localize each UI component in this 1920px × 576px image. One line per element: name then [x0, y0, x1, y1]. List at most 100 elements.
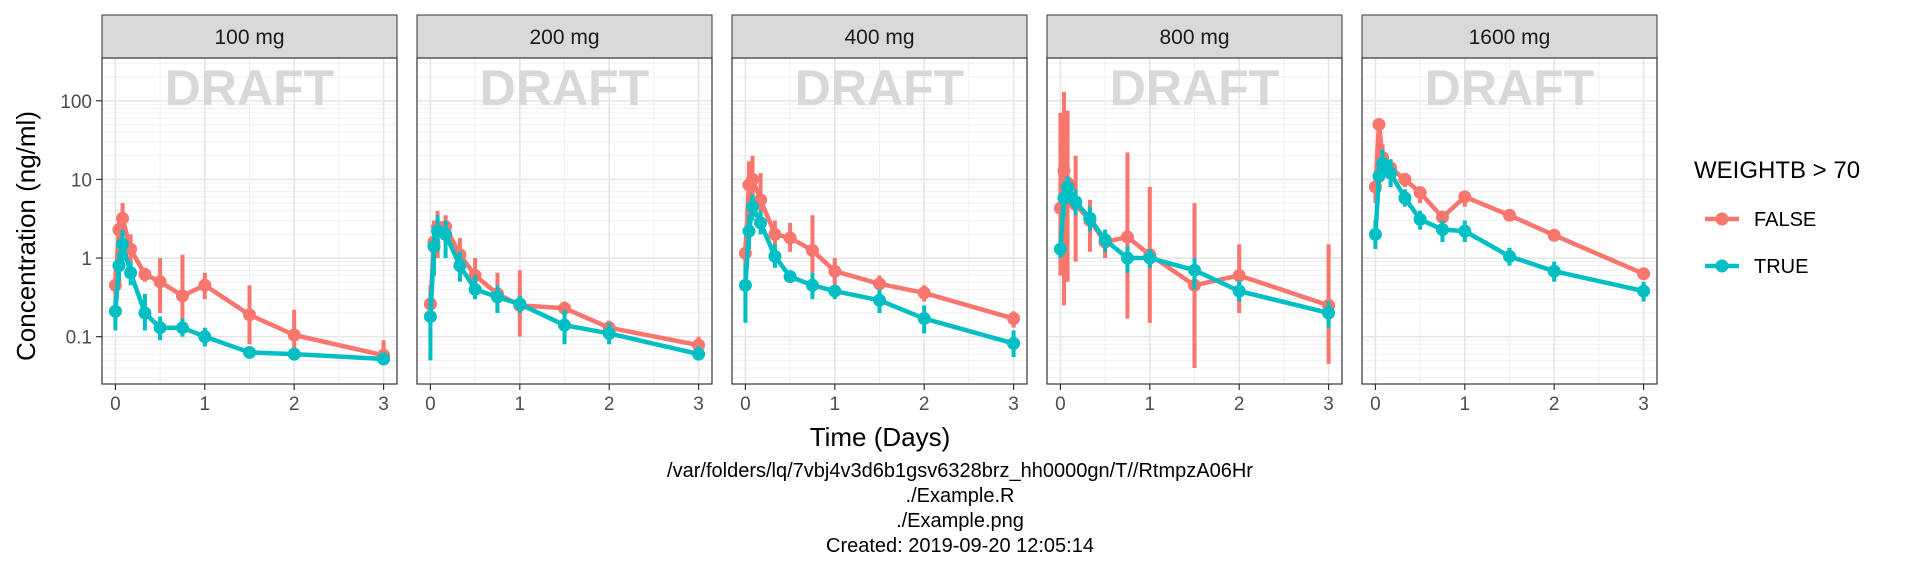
- data-point: [1547, 264, 1561, 278]
- data-point: [917, 286, 931, 300]
- data-point: [1057, 163, 1071, 177]
- data-point: [1413, 186, 1427, 200]
- data-point: [1069, 195, 1083, 209]
- data-point: [1398, 191, 1412, 205]
- data-point: [1007, 312, 1021, 326]
- data-point: [116, 237, 130, 251]
- data-point: [377, 352, 391, 366]
- strip-label: 800 mg: [1159, 26, 1229, 49]
- data-point: [468, 282, 482, 296]
- data-point: [243, 308, 256, 322]
- y-tick-label: 100: [60, 92, 92, 113]
- data-point: [828, 264, 842, 278]
- series-true: [1053, 176, 1336, 328]
- data-point: [287, 347, 301, 361]
- footer-path: /var/folders/lq/7vbj4v3d6b1gsv6328brz_hh…: [667, 460, 1253, 482]
- panel-border: [416, 57, 713, 385]
- x-tick-label: 0: [425, 394, 436, 415]
- data-point: [1053, 242, 1067, 256]
- data-point: [427, 240, 441, 254]
- data-point: [558, 301, 571, 315]
- series-true: [108, 229, 391, 366]
- data-point: [1547, 228, 1561, 242]
- strip-background: [1046, 14, 1343, 59]
- data-point: [198, 330, 212, 344]
- data-point: [175, 321, 189, 335]
- data-point: [602, 326, 616, 340]
- data-point: [138, 306, 152, 320]
- x-tick-label: 1: [515, 394, 526, 415]
- data-point: [692, 338, 706, 352]
- data-point: [1368, 227, 1382, 241]
- data-point: [1637, 284, 1651, 298]
- data-point: [1057, 191, 1071, 205]
- data-point: [1120, 230, 1134, 244]
- data-point: [1503, 249, 1516, 263]
- data-point: [1061, 180, 1075, 194]
- data-point: [805, 243, 819, 257]
- x-tick-label: 0: [110, 394, 121, 415]
- data-point: [1188, 263, 1201, 277]
- series-true_err: [743, 194, 1016, 358]
- data-point: [1120, 251, 1134, 265]
- data-point: [1322, 306, 1336, 320]
- data-point: [783, 231, 797, 245]
- panel-2: 200 mg DRAFT 0 1 2 3: [416, 14, 713, 415]
- x-tick-label: 1: [1145, 394, 1156, 415]
- series-false: [738, 155, 1021, 328]
- data-point: [746, 172, 760, 186]
- series-false: [108, 203, 391, 364]
- x-tick-label: 3: [1008, 394, 1019, 415]
- data-point: [1372, 117, 1386, 131]
- x-tick-label: 1: [1460, 394, 1471, 415]
- x-tick-label: 2: [1549, 394, 1560, 415]
- x-tick-label: 2: [919, 394, 930, 415]
- data-point: [198, 278, 212, 292]
- footer-caption: /var/folders/lq/7vbj4v3d6b1gsv6328brz_hh…: [0, 459, 1920, 559]
- y-axis-label: Concentration (ng/ml): [11, 111, 41, 361]
- data-point: [243, 345, 256, 359]
- panel-5: 1600 mg DRAFT 0 1 2 3: [1361, 14, 1658, 415]
- x-tick-label: 2: [604, 394, 615, 415]
- x-tick-label: 0: [1370, 394, 1381, 415]
- legend-title: WEIGHTB > 70: [1694, 157, 1860, 184]
- watermark: DRAFT: [165, 60, 334, 116]
- data-point: [1458, 224, 1472, 238]
- strip-background: [416, 14, 713, 59]
- x-tick-label: 2: [289, 394, 300, 415]
- data-point: [1143, 251, 1157, 265]
- watermark: DRAFT: [795, 60, 964, 116]
- data-point: [423, 310, 437, 324]
- data-point: [108, 304, 122, 318]
- x-tick-label: 2: [1234, 394, 1245, 415]
- data-point: [1458, 190, 1472, 204]
- data-point: [153, 275, 167, 289]
- data-point: [1637, 267, 1651, 281]
- data-point: [768, 227, 782, 241]
- data-point: [124, 266, 138, 280]
- data-point: [513, 297, 527, 311]
- panel-border: [1361, 57, 1658, 385]
- strip-label: 200 mg: [529, 26, 599, 49]
- x-tick-label: 3: [378, 394, 389, 415]
- data-point: [116, 211, 130, 225]
- x-tick-label: 3: [1323, 394, 1334, 415]
- legend: WEIGHTB > 70 FALSE TRUE: [1694, 157, 1860, 278]
- y-tick-label: 10: [71, 170, 92, 191]
- panel-4: 800 mg DRAFT 0 1 2 3: [1046, 14, 1343, 415]
- data-point: [1503, 208, 1516, 222]
- data-point: [1413, 212, 1427, 226]
- legend-key-point: [1715, 259, 1729, 273]
- data-point: [1232, 268, 1246, 282]
- strip-background: [1361, 14, 1658, 59]
- x-tick-label: 1: [830, 394, 841, 415]
- panel-border: [101, 57, 398, 385]
- panel-3: 400 mg DRAFT 0 1 2 3: [731, 14, 1028, 415]
- series-true: [423, 215, 706, 361]
- legend-entry-label: TRUE: [1754, 256, 1808, 278]
- footer-created: Created: 2019-09-20 12:05:14: [826, 535, 1094, 557]
- panel-border: [731, 57, 1028, 385]
- watermark: DRAFT: [1110, 60, 1279, 116]
